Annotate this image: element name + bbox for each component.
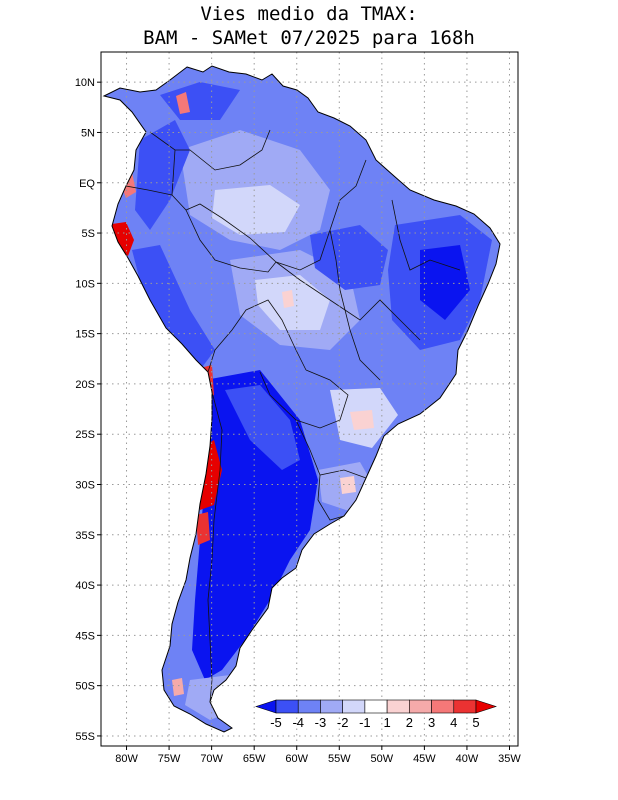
lon-tick-label: 75W <box>158 753 181 765</box>
border-bolivia <box>207 299 307 373</box>
colorbar-label: -4 <box>292 715 304 730</box>
colorbar-label: 4 <box>450 715 457 730</box>
border-peru-brazil <box>185 209 277 273</box>
colorbar-label: 1 <box>383 715 390 730</box>
lat-tick-label: 35S <box>75 530 95 542</box>
colorbar-swatch <box>431 699 455 714</box>
lon-tick-label: 35W <box>498 753 521 765</box>
lat-tick-label: 40S <box>75 580 95 592</box>
lat-tick-label: 30S <box>75 479 95 491</box>
colorbar-swatch <box>342 699 366 714</box>
colorbar-label: -5 <box>270 715 282 730</box>
colorbar-label: 3 <box>428 715 435 730</box>
colorbar-swatch <box>453 699 477 714</box>
lat-tick-label: 45S <box>75 630 95 642</box>
bias-spot-colombia-pink <box>176 92 190 114</box>
border-paraguay <box>259 369 349 429</box>
bias-spot-south-brazil-pale <box>350 410 374 430</box>
lat-tick-label: 10N <box>75 77 95 89</box>
lat-tick-label: EQ <box>79 178 95 190</box>
border-brazil-states-2 <box>329 229 381 381</box>
lat-tick-label: 15S <box>75 329 95 341</box>
border-uruguay <box>317 474 345 521</box>
border-ecuador-peru <box>125 185 173 196</box>
lon-tick-label: 40W <box>456 753 479 765</box>
lon-tick-label: 50W <box>371 753 394 765</box>
lat-tick-label: 50S <box>75 681 95 693</box>
lat-tick-label: 5N <box>81 127 95 139</box>
graticule <box>101 52 518 746</box>
colorbar-label: -3 <box>315 715 327 730</box>
colorbar-label: -1 <box>359 715 371 730</box>
bias-region-andes-peru-dark <box>132 245 215 370</box>
bias-spot-bolivia-pale <box>282 290 294 308</box>
bias-spot-patagonia-pale <box>172 678 184 696</box>
border-chile-argentina <box>207 391 223 703</box>
bias-region-chaco-dark <box>225 385 300 470</box>
lon-tick-label: 60W <box>285 753 308 765</box>
lon-tick-label: 80W <box>115 753 138 765</box>
longitude-axis: 80W 75W 70W 65W 60W 55W 50W 45W 40W 35W <box>115 746 521 765</box>
lat-tick-label: 25S <box>75 429 95 441</box>
lon-tick-label: 55W <box>328 753 351 765</box>
colorbar-high-extend <box>475 699 497 714</box>
map-outlines <box>103 65 501 733</box>
colorbar-swatch <box>364 699 388 714</box>
colorbar-swatch <box>386 699 410 714</box>
colorbar: -5 -4 -3 -2 -1 1 2 3 4 5 <box>255 699 497 730</box>
figure-title-line2: BAM - SAMet 07/2025 para 168h <box>143 27 475 49</box>
colorbar-label: -2 <box>337 715 349 730</box>
lon-tick-label: 45W <box>413 753 436 765</box>
lon-tick-label: 65W <box>243 753 266 765</box>
plot-frame <box>100 51 519 747</box>
bias-spot-uruguay-pale <box>340 476 356 494</box>
colorbar-swatch <box>297 699 321 714</box>
lat-tick-label: 55S <box>75 731 95 743</box>
border-brazil-states-3 <box>391 199 461 271</box>
colorbar-swatch <box>320 699 343 714</box>
bias-region-para-dark <box>310 225 388 290</box>
figure-title-line1: Vies medio da TMAX: <box>200 3 417 25</box>
bias-region-amazon-lighter <box>212 185 300 235</box>
colorbar-label: 5 <box>472 715 479 730</box>
bias-spot-chile-south-red <box>196 512 210 545</box>
border-brazil-states <box>275 261 421 341</box>
lon-tick-label: 70W <box>200 753 223 765</box>
bias-region-northeast-darkest <box>420 245 470 320</box>
latitude-axis: 10N 5N EQ 5S 10S 15S 20S 25S 30S 35S 40S 45S 50S 55S <box>75 77 101 743</box>
colorbar-swatch <box>275 699 299 714</box>
lat-tick-label: 5S <box>82 228 95 240</box>
lat-tick-label: 10S <box>75 278 95 290</box>
bias-region-andes-north-dark <box>135 120 190 230</box>
lat-tick-label: 20S <box>75 379 95 391</box>
colorbar-swatch <box>409 699 432 714</box>
colorbar-label: 2 <box>406 715 413 730</box>
